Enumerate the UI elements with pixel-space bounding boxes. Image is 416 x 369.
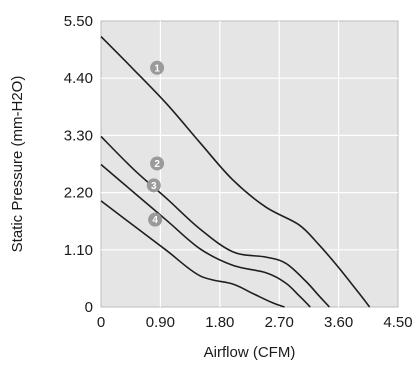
- curve-badge-4: 4: [148, 212, 163, 227]
- x-tick-label: 3.60: [324, 314, 353, 331]
- x-axis-title: Airflow (CFM): [204, 344, 296, 361]
- y-tick-label: 0: [85, 299, 93, 316]
- badge-label: 2: [154, 159, 160, 170]
- y-axis-title: Static Pressure (mm-H2O): [9, 76, 26, 253]
- y-tick-label: 1.10: [64, 242, 93, 259]
- series-line-3: [100, 163, 311, 308]
- series-line-4: [100, 200, 285, 308]
- curve-badge-1: 1: [150, 60, 165, 75]
- curve-badge-2: 2: [150, 156, 165, 171]
- badge-circle: [146, 178, 161, 193]
- badge-circle: [150, 60, 165, 75]
- badge-label: 4: [152, 215, 158, 226]
- grid: [101, 21, 398, 307]
- plot-area: [100, 20, 399, 308]
- badge-label: 3: [151, 181, 157, 192]
- curve-badge-3: 3: [146, 178, 161, 193]
- x-tick-label: 4.50: [383, 314, 412, 331]
- x-tick-label: 1.80: [205, 314, 234, 331]
- y-tick-label: 5.50: [64, 13, 93, 30]
- curve-labels: 1 2 3 4: [146, 60, 165, 227]
- x-tick-label: 0.90: [146, 314, 175, 331]
- x-tick-label: 0: [97, 314, 105, 331]
- y-tick-label: 4.40: [64, 70, 93, 87]
- badge-label: 1: [154, 63, 160, 74]
- x-tick-label: 2.70: [265, 314, 294, 331]
- badge-circle: [148, 212, 163, 227]
- badge-circle: [150, 156, 165, 171]
- series-line-1: [100, 36, 371, 308]
- y-tick-label: 2.20: [64, 185, 93, 202]
- axis-ticks: 0 0.90 1.80 2.70 3.60 4.50 0 1.10 2.20 3.30 4.40 5.…: [64, 13, 413, 331]
- y-tick-label: 3.30: [64, 127, 93, 144]
